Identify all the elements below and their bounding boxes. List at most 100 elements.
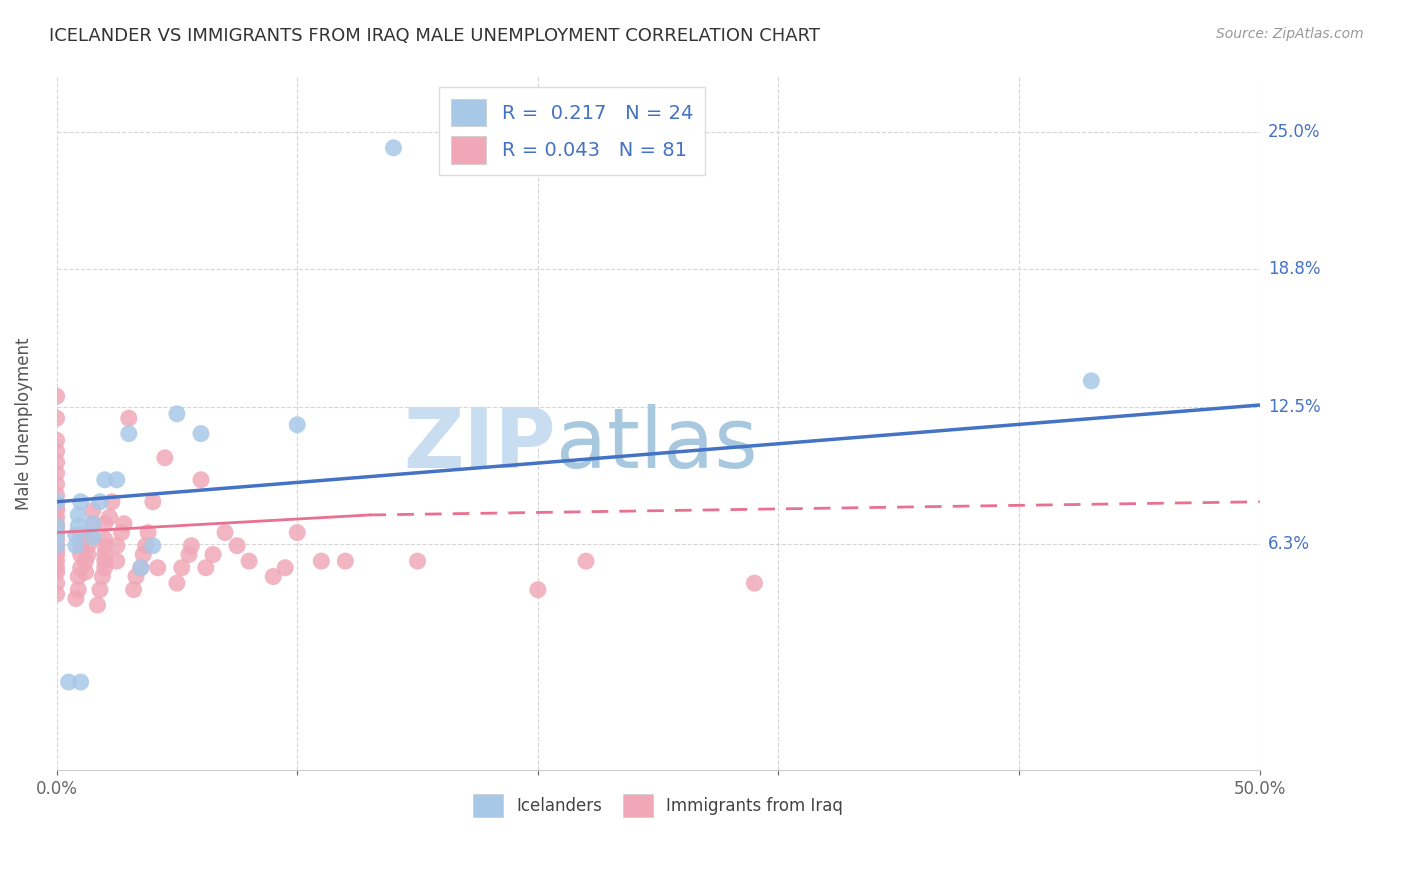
Point <box>67 508 90 522</box>
Point <box>105 539 128 553</box>
Point <box>45 503 67 517</box>
Text: 25.0%: 25.0% <box>1268 123 1320 142</box>
Text: 18.8%: 18.8% <box>1268 260 1320 277</box>
Text: 6.3%: 6.3% <box>1268 534 1310 552</box>
Point <box>382 141 405 155</box>
Text: 12.5%: 12.5% <box>1268 398 1320 417</box>
Point <box>69 495 91 509</box>
Point <box>67 519 90 533</box>
Point <box>45 525 67 540</box>
Point <box>177 548 200 562</box>
Point <box>45 587 67 601</box>
Point <box>45 548 67 562</box>
Text: Source: ZipAtlas.com: Source: ZipAtlas.com <box>1216 27 1364 41</box>
Point <box>77 548 100 562</box>
Point <box>122 582 145 597</box>
Y-axis label: Male Unemployment: Male Unemployment <box>15 337 32 510</box>
Point <box>285 417 308 432</box>
Point <box>311 554 333 568</box>
Point <box>110 525 132 540</box>
Point <box>69 675 91 690</box>
Point <box>214 525 236 540</box>
Point <box>65 591 87 606</box>
Point <box>335 554 357 568</box>
Point <box>75 554 97 568</box>
Point <box>190 473 212 487</box>
Point <box>1080 374 1102 388</box>
Point <box>262 569 284 583</box>
Point <box>45 532 67 546</box>
Point <box>135 539 157 553</box>
Point <box>45 444 67 458</box>
Point <box>45 455 67 469</box>
Point <box>77 539 100 553</box>
Point <box>82 516 104 531</box>
Point <box>170 560 193 574</box>
Point <box>45 477 67 491</box>
Point <box>45 389 67 403</box>
Point <box>194 560 217 574</box>
Point <box>82 516 104 531</box>
Point <box>112 516 135 531</box>
Point <box>65 527 87 541</box>
Point <box>79 527 101 541</box>
Point <box>91 569 114 583</box>
Point <box>238 554 260 568</box>
Point <box>142 495 165 509</box>
Point <box>45 510 67 524</box>
Point <box>153 450 176 465</box>
Point <box>129 560 152 574</box>
Point <box>67 582 90 597</box>
Point <box>93 539 115 553</box>
Point <box>69 560 91 574</box>
Point <box>142 539 165 553</box>
Point <box>89 495 111 509</box>
Point <box>69 548 91 562</box>
Point <box>45 576 67 591</box>
Point <box>45 539 67 553</box>
Point <box>125 569 148 583</box>
Point <box>132 548 155 562</box>
Point <box>69 539 91 553</box>
Point <box>58 675 80 690</box>
Point <box>406 554 429 568</box>
Point <box>166 407 188 421</box>
Point <box>101 495 124 509</box>
Point <box>93 516 115 531</box>
Point <box>93 548 115 562</box>
Point <box>82 503 104 517</box>
Point <box>45 554 67 568</box>
Point <box>146 560 169 574</box>
Point <box>98 510 121 524</box>
Point <box>45 434 67 448</box>
Point <box>89 582 111 597</box>
Text: atlas: atlas <box>555 404 758 485</box>
Point <box>226 539 249 553</box>
Point <box>45 466 67 480</box>
Point <box>93 532 115 546</box>
Point <box>45 499 67 513</box>
Point <box>45 560 67 574</box>
Point <box>45 516 67 531</box>
Point <box>180 539 202 553</box>
Point <box>118 411 141 425</box>
Point <box>527 582 550 597</box>
Legend: Icelanders, Immigrants from Iraq: Icelanders, Immigrants from Iraq <box>467 787 849 824</box>
Point <box>105 554 128 568</box>
Point <box>93 560 115 574</box>
Point <box>45 539 67 553</box>
Point <box>45 527 67 541</box>
Point <box>202 548 225 562</box>
Point <box>45 411 67 425</box>
Point <box>744 576 766 591</box>
Point <box>69 527 91 541</box>
Point <box>285 525 308 540</box>
Point <box>274 560 297 574</box>
Point <box>45 565 67 579</box>
Text: ZIP: ZIP <box>404 404 555 485</box>
Point <box>190 426 212 441</box>
Point <box>118 426 141 441</box>
Point <box>86 598 108 612</box>
Point <box>75 565 97 579</box>
Point <box>93 473 115 487</box>
